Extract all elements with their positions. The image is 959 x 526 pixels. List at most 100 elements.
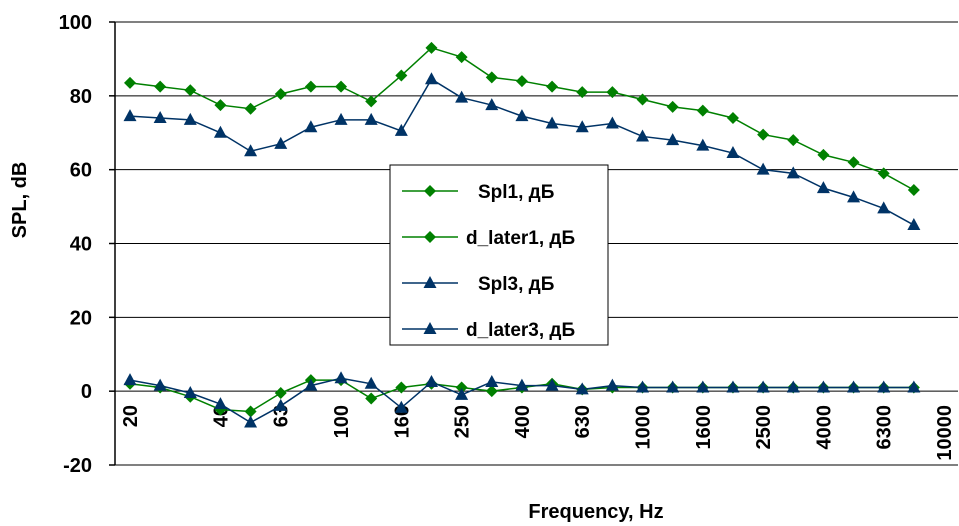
data-point [153, 110, 167, 123]
y-tick-label: 40 [70, 234, 92, 256]
y-tick-label: 60 [70, 160, 92, 182]
data-point [636, 380, 650, 393]
data-point [183, 386, 197, 399]
data-point [244, 144, 258, 157]
data-point [154, 80, 167, 93]
data-point [907, 380, 921, 393]
legend-marker [423, 322, 437, 334]
data-point [726, 380, 740, 393]
data-point [244, 415, 258, 428]
x-tick-label: 10000 [934, 405, 956, 461]
legend-marker [424, 231, 436, 243]
data-point [394, 400, 408, 413]
data-point [515, 75, 528, 88]
data-point [123, 373, 137, 386]
data-point [244, 102, 257, 115]
series-group [123, 41, 921, 428]
y-tick-label: 100 [59, 12, 92, 34]
data-point [455, 90, 469, 103]
y-tick-label: 20 [70, 307, 92, 329]
data-point [274, 87, 287, 100]
data-point [364, 112, 378, 125]
data-point [214, 99, 227, 112]
data-point [455, 381, 468, 394]
data-point [124, 76, 136, 89]
data-point [455, 387, 469, 400]
data-point [335, 80, 348, 93]
x-tick-label: 250 [452, 405, 474, 438]
data-point [726, 111, 739, 124]
data-point [425, 41, 438, 54]
data-point [907, 183, 920, 196]
data-point [636, 93, 649, 106]
x-tick-label: 160 [391, 405, 413, 438]
x-tick-label: 630 [572, 405, 594, 438]
x-tick-label: 2500 [753, 405, 775, 450]
x-tick-labels: 20 40 63 100 160 250 400 630 1000 1600 2500 4000 630… [120, 405, 956, 461]
y-tick-label: -20 [63, 455, 92, 477]
x-tick-label: 1600 [693, 405, 715, 450]
data-point [304, 378, 318, 391]
data-point [877, 167, 890, 180]
data-point [666, 100, 679, 113]
data-point [184, 84, 197, 97]
data-point [816, 181, 830, 194]
series-3 [123, 72, 921, 231]
data-point [395, 381, 408, 394]
data-point [847, 156, 860, 169]
data-point [394, 123, 408, 136]
data-point [696, 138, 710, 151]
data-point [756, 162, 770, 175]
data-point [877, 201, 891, 214]
legend-marker [424, 185, 436, 197]
data-point [213, 397, 227, 410]
data-point [304, 80, 317, 93]
data-point [787, 134, 800, 147]
data-point [575, 382, 589, 395]
series-4 [123, 371, 921, 428]
data-point [756, 380, 770, 393]
data-point [546, 80, 559, 93]
data-point [365, 392, 378, 405]
data-point [575, 120, 589, 133]
data-point [364, 376, 378, 389]
x-tick-label: 6300 [874, 405, 896, 450]
data-point [696, 380, 710, 393]
data-point [515, 109, 529, 122]
data-point [183, 112, 197, 125]
data-point [424, 374, 438, 387]
data-point [424, 72, 438, 85]
legend: Spl1, дБ d_later1, дБ Spl3, дБ d_later3, дБ [389, 164, 609, 346]
data-point [334, 371, 348, 384]
data-point [365, 95, 378, 108]
data-point [576, 86, 589, 99]
data-point [274, 136, 288, 149]
data-point [786, 380, 800, 393]
data-point [485, 374, 499, 387]
data-point [304, 120, 318, 133]
legend-label: Spl1, дБ [478, 182, 554, 203]
data-point [485, 385, 498, 398]
data-point [817, 148, 830, 161]
data-point [274, 387, 287, 400]
legend-marker [423, 276, 437, 288]
x-tick-label: 4000 [813, 405, 835, 450]
data-point [816, 380, 830, 393]
data-point [636, 129, 650, 142]
data-point [545, 378, 559, 391]
y-tick-label: 0 [81, 381, 92, 403]
data-point [545, 116, 559, 129]
x-tick-label: 1000 [633, 405, 655, 450]
data-point [244, 405, 257, 418]
x-tick-label: 20 [120, 405, 142, 427]
data-point [515, 378, 529, 391]
data-point [153, 378, 167, 391]
data-point [847, 380, 861, 393]
legend-label: Spl3, дБ [478, 274, 554, 295]
data-point [395, 69, 408, 82]
data-point [786, 166, 800, 179]
y-axis-title: SPL, dB [9, 162, 31, 239]
data-point [455, 51, 468, 64]
data-point [485, 98, 499, 111]
